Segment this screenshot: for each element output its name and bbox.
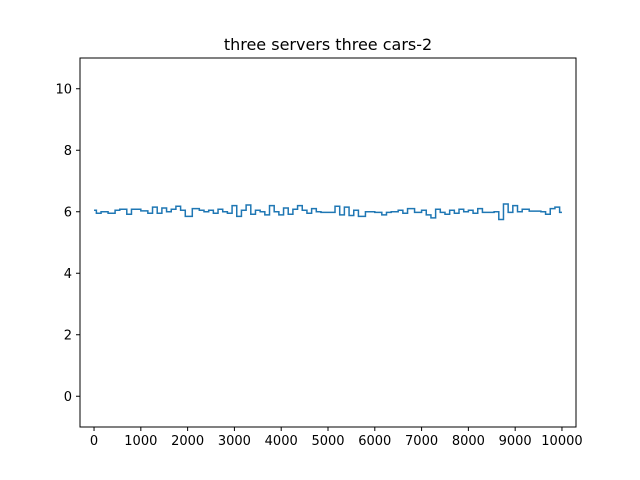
y-tick-label: 6	[64, 205, 72, 220]
series-line-0	[94, 203, 562, 221]
x-tick-label: 10000	[541, 434, 582, 449]
x-tick-label: 9000	[499, 434, 532, 449]
x-tick-label: 6000	[358, 434, 391, 449]
x-tick-label: 2000	[171, 434, 204, 449]
y-axis: 0 2 4 6 8 10	[55, 82, 80, 405]
x-tick-label: 0	[90, 434, 98, 449]
chart-title: three servers three cars-2	[224, 35, 432, 54]
x-tick-label: 8000	[452, 434, 485, 449]
x-tick-label: 4000	[265, 434, 298, 449]
x-tick-label: 3000	[218, 434, 251, 449]
x-tick-label: 5000	[311, 434, 344, 449]
y-tick-label: 10	[55, 82, 72, 97]
y-tick-label: 0	[64, 390, 72, 405]
y-tick-label: 4	[64, 267, 72, 282]
series-layer	[94, 203, 562, 221]
x-axis: 0 1000 2000 3000 4000 5000 6000 7000 8000 9000 100…	[90, 427, 583, 449]
x-tick-label: 7000	[405, 434, 438, 449]
y-tick-label: 8	[64, 144, 72, 159]
x-tick-label: 1000	[124, 434, 157, 449]
y-tick-label: 2	[64, 328, 72, 343]
